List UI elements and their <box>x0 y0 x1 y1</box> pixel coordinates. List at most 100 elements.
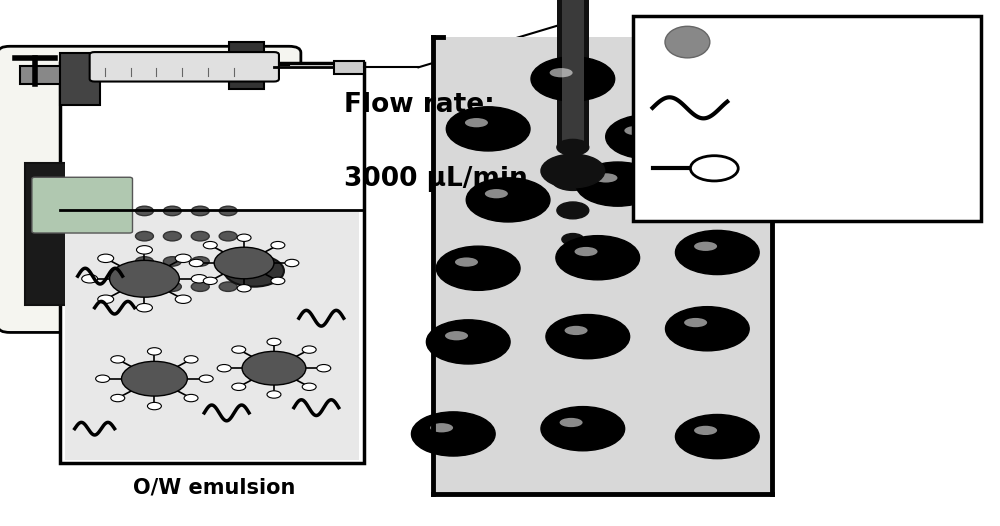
Bar <box>65 66 359 210</box>
Circle shape <box>219 257 237 266</box>
Circle shape <box>111 356 125 363</box>
Bar <box>433 37 772 494</box>
Circle shape <box>466 178 550 222</box>
Bar <box>20 66 289 84</box>
Circle shape <box>199 375 213 382</box>
Circle shape <box>175 254 191 262</box>
Text: Oil droplet: Oil droplet <box>747 25 855 43</box>
Circle shape <box>147 402 161 410</box>
Circle shape <box>546 315 630 359</box>
Circle shape <box>191 257 209 266</box>
Bar <box>65 210 359 460</box>
Circle shape <box>136 304 152 312</box>
Circle shape <box>135 206 153 216</box>
FancyBboxPatch shape <box>0 46 301 332</box>
Ellipse shape <box>575 247 598 256</box>
Circle shape <box>98 254 114 262</box>
Ellipse shape <box>694 241 717 251</box>
Ellipse shape <box>465 118 488 127</box>
Ellipse shape <box>445 331 468 340</box>
Circle shape <box>285 259 299 267</box>
Ellipse shape <box>430 423 453 432</box>
Circle shape <box>242 351 306 385</box>
Circle shape <box>136 246 152 254</box>
Circle shape <box>163 282 181 291</box>
Circle shape <box>184 394 198 402</box>
Bar <box>229 42 264 89</box>
Circle shape <box>551 167 595 190</box>
Text: CS: CS <box>747 99 774 117</box>
Circle shape <box>446 107 530 151</box>
Circle shape <box>82 275 98 283</box>
Circle shape <box>267 338 281 346</box>
Circle shape <box>232 383 246 390</box>
Circle shape <box>302 346 316 353</box>
Circle shape <box>135 282 153 291</box>
Circle shape <box>606 115 689 159</box>
Circle shape <box>271 277 285 285</box>
Circle shape <box>556 236 640 280</box>
Text: Flow rate:: Flow rate: <box>344 92 494 118</box>
Circle shape <box>232 346 246 353</box>
Text: 3000 μL/min: 3000 μL/min <box>344 166 527 192</box>
Ellipse shape <box>704 157 727 167</box>
Circle shape <box>436 246 520 290</box>
Circle shape <box>224 255 284 287</box>
Circle shape <box>135 257 153 266</box>
FancyBboxPatch shape <box>32 177 133 233</box>
Circle shape <box>675 230 759 275</box>
Bar <box>25 163 279 305</box>
Bar <box>60 53 100 105</box>
Circle shape <box>135 231 153 241</box>
Circle shape <box>203 241 217 249</box>
Circle shape <box>184 356 198 363</box>
Circle shape <box>541 154 605 188</box>
Circle shape <box>531 57 615 101</box>
Bar <box>562 0 584 147</box>
Circle shape <box>214 247 274 279</box>
Circle shape <box>163 231 181 241</box>
Ellipse shape <box>550 68 573 77</box>
Circle shape <box>147 348 161 355</box>
Circle shape <box>98 295 114 304</box>
Circle shape <box>203 277 217 285</box>
Circle shape <box>541 407 625 451</box>
Circle shape <box>219 282 237 291</box>
Circle shape <box>219 231 237 241</box>
Ellipse shape <box>565 326 588 335</box>
Ellipse shape <box>455 257 478 267</box>
Text: O/W emulsion: O/W emulsion <box>133 477 295 497</box>
Circle shape <box>175 295 191 304</box>
Circle shape <box>191 231 209 241</box>
Circle shape <box>96 375 110 382</box>
Ellipse shape <box>485 189 508 198</box>
Ellipse shape <box>560 418 583 427</box>
Circle shape <box>576 162 660 206</box>
FancyBboxPatch shape <box>334 61 364 74</box>
Circle shape <box>163 257 181 266</box>
Circle shape <box>163 206 181 216</box>
Circle shape <box>219 206 237 216</box>
Circle shape <box>191 275 207 283</box>
Ellipse shape <box>694 426 717 435</box>
Circle shape <box>562 234 584 245</box>
Bar <box>557 0 589 147</box>
Ellipse shape <box>665 26 710 58</box>
Bar <box>60 63 364 463</box>
Circle shape <box>237 234 251 241</box>
Ellipse shape <box>684 318 707 327</box>
Circle shape <box>122 361 187 396</box>
Circle shape <box>317 365 331 372</box>
Circle shape <box>189 259 203 267</box>
Circle shape <box>110 260 179 297</box>
Ellipse shape <box>594 173 617 183</box>
Circle shape <box>685 146 769 190</box>
Circle shape <box>426 320 510 364</box>
Circle shape <box>237 285 251 292</box>
Circle shape <box>111 394 125 402</box>
Text: Surfactant: Surfactant <box>747 159 854 177</box>
Ellipse shape <box>557 139 589 155</box>
Circle shape <box>191 206 209 216</box>
FancyBboxPatch shape <box>90 52 279 82</box>
Circle shape <box>690 156 738 181</box>
